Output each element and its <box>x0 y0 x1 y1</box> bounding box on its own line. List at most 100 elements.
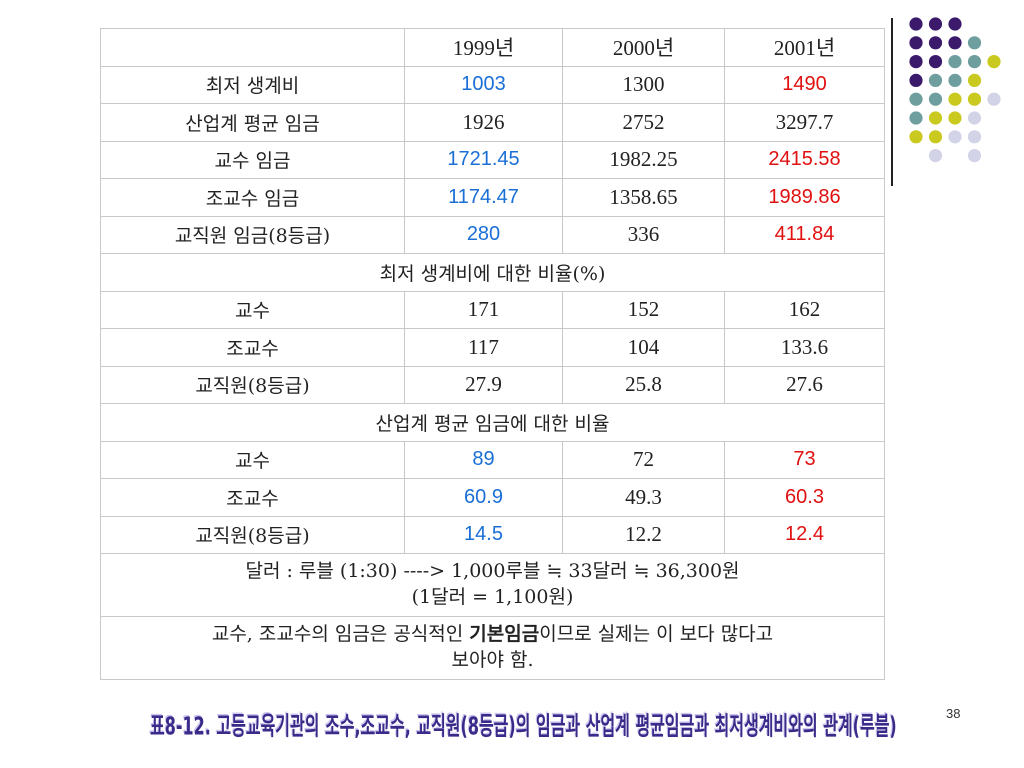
table-cell: 60.9 <box>404 478 563 517</box>
table-cell: 152 <box>562 290 725 329</box>
exchange-note-cell: 달러 : 루블 (1:30) ----> 1,000루블 ≒ 33달러 ≒ 36… <box>100 553 885 617</box>
decorative-dot <box>928 36 943 50</box>
wage-note-text-after: 이므로 실제는 이 보다 많다고 <box>539 623 774 646</box>
decorative-dot <box>948 73 962 87</box>
table-row: 교직원 임금(8등급) 280 336 411.84 <box>100 215 885 254</box>
table-cell: 1300 <box>562 65 725 104</box>
row-label: 최저 생계비 <box>100 65 405 104</box>
table-row: 교수 89 72 73 <box>100 440 885 479</box>
decorative-dot <box>928 130 943 144</box>
decorative-dot <box>928 111 943 125</box>
decorative-dot <box>967 149 982 163</box>
table-cell: 411.84 <box>724 215 885 254</box>
row-label: 교직원 임금(8등급) <box>100 215 405 254</box>
table-cell: 14.5 <box>404 515 563 554</box>
row-label: 교수 <box>100 440 405 479</box>
decorative-dot <box>928 149 943 163</box>
table-cell: 171 <box>404 290 563 329</box>
section-row: 최저 생계비에 대한 비율(%) <box>100 253 885 292</box>
exchange-note-line1: 달러 : 루블 (1:30) ----> 1,000루블 ≒ 33달러 ≒ 36… <box>245 560 740 583</box>
decorative-dot <box>967 92 982 106</box>
decorative-dot <box>987 55 1001 69</box>
wage-note-cell: 교수, 조교수의 임금은 공식적인 기본임금이므로 실제는 이 보다 많다고 보… <box>100 616 885 680</box>
decorative-dot <box>909 111 923 125</box>
table-cell: 89 <box>404 440 563 479</box>
decorative-dot <box>928 17 943 31</box>
decorative-dot <box>967 36 982 50</box>
header-row: 1999년 2000년 2001년 <box>100 28 885 67</box>
wage-note-row: 교수, 조교수의 임금은 공식적인 기본임금이므로 실제는 이 보다 많다고 보… <box>100 616 885 680</box>
page-number: 38 <box>946 706 961 721</box>
header-cell-2000: 2000년 <box>562 28 725 67</box>
table-cell: 1989.86 <box>724 178 885 217</box>
table-cell: 162 <box>724 290 885 329</box>
table-row: 조교수 임금 1174.47 1358.65 1989.86 <box>100 178 885 217</box>
table-cell: 1174.47 <box>404 178 563 217</box>
table-cell: 27.6 <box>724 365 885 404</box>
slide-caption: 표8-12. 고등교육기관의 조수,조교수, 교직원(8등급)의 임금과 산업계… <box>150 711 897 741</box>
table-cell: 60.3 <box>724 478 885 517</box>
row-label: 교직원(8등급) <box>100 365 405 404</box>
table-cell: 1490 <box>724 65 885 104</box>
decorative-vertical-line <box>891 18 893 186</box>
table-cell: 1358.65 <box>562 178 725 217</box>
decorative-dot <box>928 92 943 106</box>
table-cell: 73 <box>724 440 885 479</box>
section-row: 산업계 평균 임금에 대한 비율 <box>100 403 885 442</box>
row-label: 교직원(8등급) <box>100 515 405 554</box>
row-label: 교수 <box>100 290 405 329</box>
table-cell: 12.2 <box>562 515 725 554</box>
table-row: 교수 임금 1721.45 1982.25 2415.58 <box>100 140 885 179</box>
decorative-dot <box>909 17 923 31</box>
table-cell: 2415.58 <box>724 140 885 179</box>
decorative-dot <box>948 130 962 144</box>
table-cell: 2752 <box>562 103 725 142</box>
decorative-dot <box>909 130 923 144</box>
section-title: 산업계 평균 임금에 대한 비율 <box>100 403 885 442</box>
decorative-dot <box>967 130 982 144</box>
decorative-dot <box>948 17 962 31</box>
decorative-dot <box>909 55 923 69</box>
decorative-dot <box>928 55 943 69</box>
decorative-dot <box>909 36 923 50</box>
decorative-dot <box>948 36 962 50</box>
decorative-dot <box>948 92 962 106</box>
header-cell-empty <box>100 28 405 67</box>
table-cell: 104 <box>562 328 725 367</box>
table-cell: 280 <box>404 215 563 254</box>
header-cell-1999: 1999년 <box>404 28 563 67</box>
table-cell: 3297.7 <box>724 103 885 142</box>
table-cell: 1003 <box>404 65 563 104</box>
wage-note-line2: 보아야 함. <box>451 649 534 671</box>
table-row: 산업계 평균 임금 1926 2752 3297.7 <box>100 103 885 142</box>
decorative-dot <box>967 55 982 69</box>
table-cell: 72 <box>562 440 725 479</box>
exchange-note-line2: (1달러 = 1,100원) <box>411 586 574 608</box>
decorative-dot <box>909 73 923 87</box>
table-row: 최저 생계비 1003 1300 1490 <box>100 65 885 104</box>
decorative-dot <box>987 92 1001 106</box>
table-row: 교직원(8등급) 27.9 25.8 27.6 <box>100 365 885 404</box>
decorative-dot <box>928 73 943 87</box>
table-cell: 27.9 <box>404 365 563 404</box>
table-cell: 117 <box>404 328 563 367</box>
decorative-dot <box>909 92 923 106</box>
table-cell: 49.3 <box>562 478 725 517</box>
table-row: 조교수 60.9 49.3 60.3 <box>100 478 885 517</box>
table-cell: 12.4 <box>724 515 885 554</box>
table-cell: 336 <box>562 215 725 254</box>
row-label: 조교수 <box>100 328 405 367</box>
table-row: 교직원(8등급) 14.5 12.2 12.4 <box>100 515 885 554</box>
table-cell: 1982.25 <box>562 140 725 179</box>
header-cell-2001: 2001년 <box>724 28 885 67</box>
wage-note-bold: 기본임금 <box>469 623 540 646</box>
decorative-dot <box>967 111 982 125</box>
table-cell: 25.8 <box>562 365 725 404</box>
wage-table: 1999년 2000년 2001년 최저 생계비 1003 1300 1490 산업계 … <box>100 28 885 680</box>
table-cell: 1926 <box>404 103 563 142</box>
decorative-dot <box>967 73 982 87</box>
row-label: 산업계 평균 임금 <box>100 103 405 142</box>
decorative-dot <box>948 111 962 125</box>
wage-note-text: 교수, 조교수의 임금은 공식적인 <box>211 623 470 646</box>
row-label: 조교수 <box>100 478 405 517</box>
